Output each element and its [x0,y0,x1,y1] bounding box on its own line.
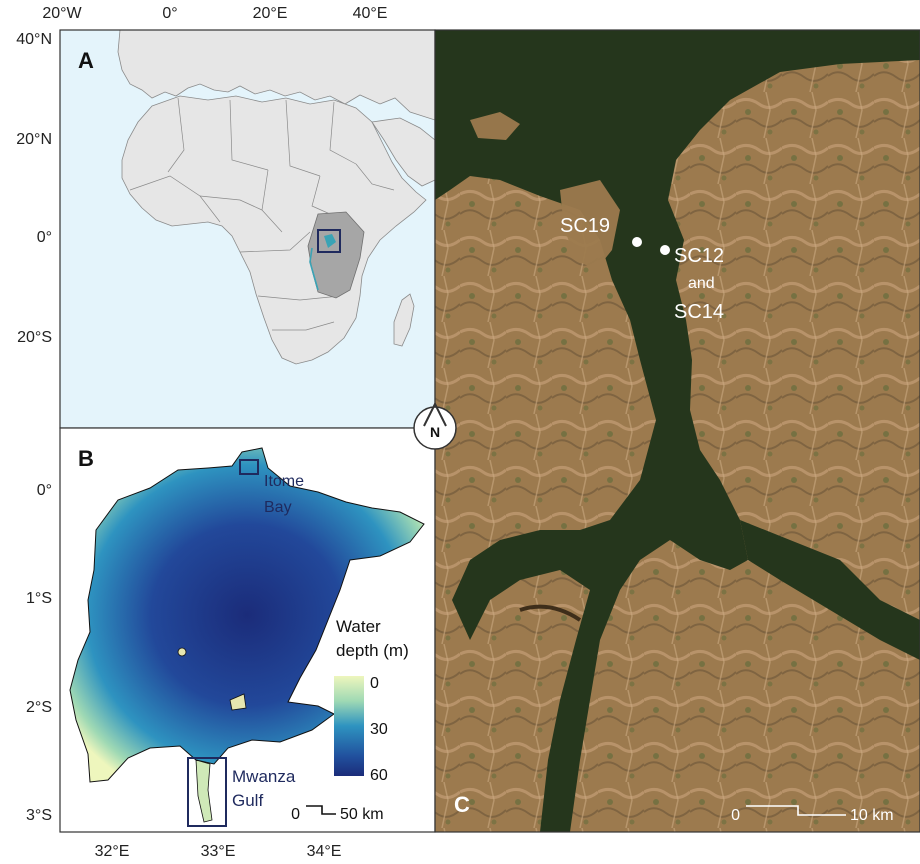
site-sc19-marker [632,237,642,247]
mwanza-gulf-label-line2: Gulf [232,791,263,810]
site-and-label: and [688,275,715,292]
tick-lon-32e: 32°E [95,843,130,860]
site-sc14-label: SC14 [674,301,724,323]
tick-lat-b-3s: 3°S [26,807,52,824]
tick-lat-b-2s: 2°S [26,699,52,716]
panel-b-lat-ticks: 0° 1°S 2°S 3°S [26,482,52,824]
panel-a: A 20°W 0° 20°E 40°E 40°N 20°N 0° 20°S [16,5,436,429]
scale-c-end: 10 km [850,807,894,824]
legend-title-line2: depth (m) [336,641,409,660]
legend-tick-60: 60 [370,767,388,784]
legend-colorbar [334,676,364,776]
tick-lon-20w: 20°W [42,5,82,22]
lake-victoria-mini [324,234,336,248]
tick-lon-33e: 33°E [201,843,236,860]
africa-landmass [121,95,427,365]
satellite-water-channel-east [740,520,920,660]
legend-title-line1: Water [336,617,381,636]
lake-tanganyika-line [309,247,319,291]
north-arrow-icon [423,401,447,427]
satellite-island [470,112,520,140]
panel-b: Itome Bay Mwanza Gulf Water depth (m) 0 … [26,427,436,860]
panel-c: SC19 SC12 and SC14 0 10 km C [434,29,920,833]
scale-b-line [306,805,336,815]
madagascar [393,293,415,347]
site-sc19-label: SC19 [560,215,610,237]
north-arrow-circle [413,406,457,450]
north-arrow-label: N [430,424,440,440]
mwanza-gulf-label-line1: Mwanza [232,767,296,786]
tick-lon-34e: 34°E [307,843,342,860]
tick-lat-0: 0° [37,229,52,246]
tick-lat-b-0: 0° [37,482,52,499]
tick-lon-20e: 20°E [253,5,288,22]
itome-bay-box [239,459,259,475]
country-borders [129,97,395,331]
satellite-shadow-ridge [519,604,582,622]
site-sc12-marker [660,245,670,255]
panel-a-label: A [78,48,94,73]
panel-c-label: C [454,792,470,817]
ukerewe-island [177,647,187,657]
mwanza-gulf-channel [195,759,213,823]
satellite-peninsula [560,180,620,270]
europe-landmass [117,30,435,121]
scale-c-start: 0 [731,807,740,824]
panel-a-lon-ticks: 20°W 0° 20°E 40°E [42,5,387,22]
site-sc12-label: SC12 [674,245,724,267]
itome-bay-label-line2: Bay [264,499,292,516]
tick-lat-40n: 40°N [16,31,52,48]
northern-islands [229,693,247,711]
scale-b-end: 50 km [340,806,384,823]
scale-b-start: 0 [291,806,300,823]
panel-c-scale-bar: 0 10 km [731,805,894,824]
mwanza-gulf-box [187,757,227,827]
north-arrow: N [413,401,457,450]
arabia [371,117,435,187]
satellite-water [435,30,920,832]
panel-a-lat-ticks: 40°N 20°N 0° 20°S [16,31,52,346]
panel-b-label: B [78,446,94,471]
tick-lat-20n: 20°N [16,131,52,148]
tick-lat-20s: 20°S [17,329,52,346]
panel-b-scale-bar: 0 50 km [291,805,384,823]
tick-lat-b-1s: 1°S [26,590,52,607]
scale-c-line [746,805,846,816]
lake-victoria-bathymetry [69,447,425,783]
lake-victoria-inset-box [317,229,341,253]
panel-b-lon-ticks: 32°E 33°E 34°E [95,843,342,860]
legend-tick-30: 30 [370,721,388,738]
sampling-sites: SC19 SC12 and SC14 [560,215,724,323]
tick-lon-0: 0° [162,5,177,22]
tick-lon-40e: 40°E [353,5,388,22]
itome-bay-label-line1: Itome [264,473,304,490]
legend-tick-0: 0 [370,675,379,692]
water-depth-legend: Water depth (m) 0 30 60 [334,617,409,784]
